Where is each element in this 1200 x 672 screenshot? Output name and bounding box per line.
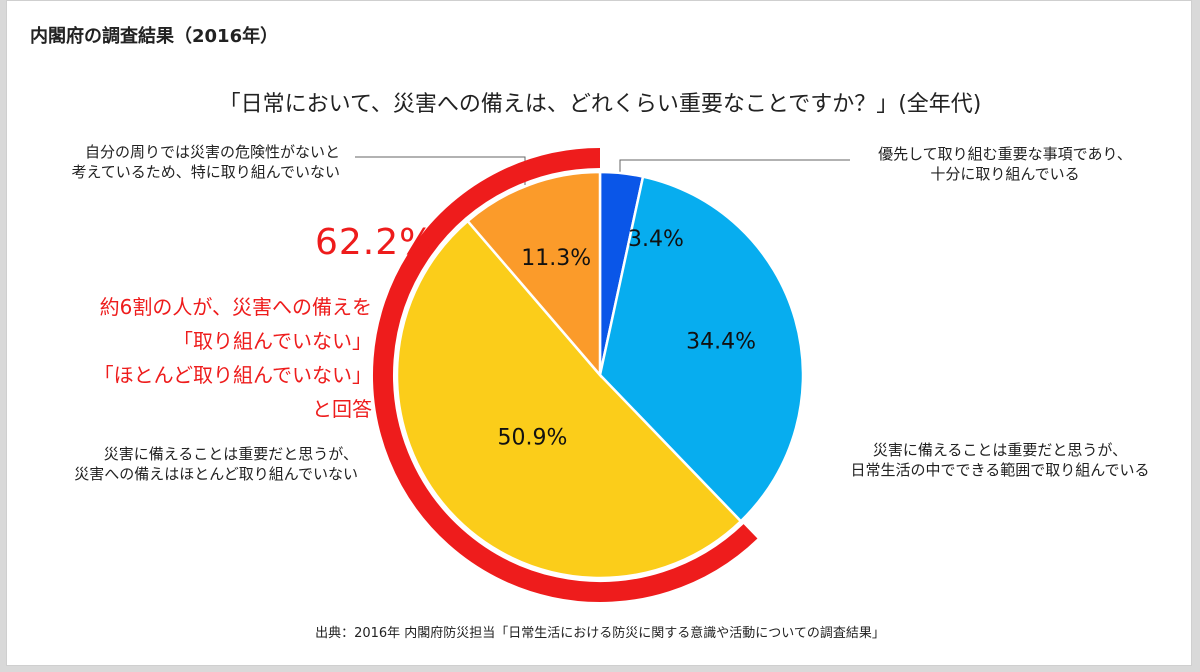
pie-slice-3 [395,219,743,580]
label-bottom-right: 災害に備えることは重要だと思うが、 日常生活の中でできる範囲で取り組んでいる [850,441,1150,479]
slice-percent-label-2: 34.4% [686,330,756,355]
source-note: 出典：2016年 内閣府防災担当「日常生活における防災に関する意識や活動について… [315,626,885,641]
pie-slices [395,170,805,580]
callout-line-1: 約6割の人が、災害への備えを [99,295,372,319]
label-top-left: 自分の周りでは災害の危険性がないと 考えているため、特に取り組んでいない [71,143,340,181]
pie-slice-4 [465,170,602,379]
slice-percent-label-1: 3.4% [628,227,684,252]
callout-line-3: 「ほとんど取り組んでいない」 [93,363,372,387]
slice-percent-label-4: 11.3% [521,246,591,271]
callout-line-2: 「取り組んでいない」 [173,329,372,353]
highlight-ring-arc [373,148,758,602]
slice-percent-label-3: 50.9% [497,425,567,450]
highlight-ring [373,148,758,602]
pie-slice-2 [598,175,805,523]
highlight-percent: 62.2% [315,222,435,263]
callout-line-4: と回答 [312,397,372,421]
label-bottom-left: 災害に備えることは重要だと思うが、 災害への備えはほとんど取り組んでいない [74,445,358,483]
highlight-callout: 約6割の人が、災害への備えを 「取り組んでいない」 「ほとんど取り組んでいない」… [52,290,372,426]
chart-question-title: 「日常において、災害への備えは、どれくらい重要なことですか？」(全年代) [218,92,982,117]
label-top-right: 優先して取り組む重要な事項であり、 十分に取り組んでいる [878,145,1132,183]
slice-percent-labels: 3.4% 34.4% 50.9% 11.3% [497,227,756,450]
header-title: 内閣府の調査結果（2016年） [30,26,279,47]
